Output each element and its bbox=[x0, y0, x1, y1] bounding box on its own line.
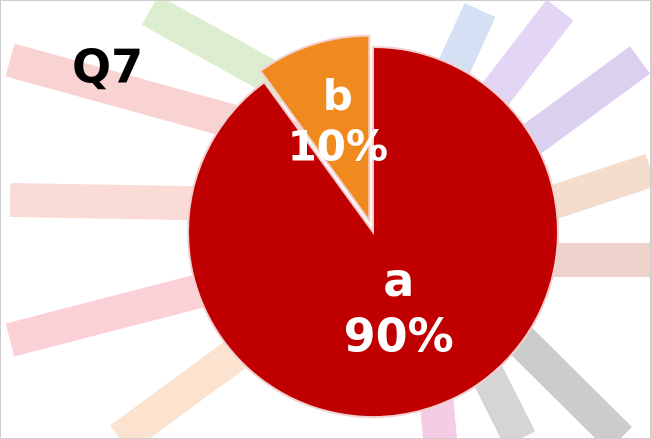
slice-category: a bbox=[383, 253, 414, 307]
pie-slice bbox=[187, 45, 559, 418]
chart-title: Q7 bbox=[72, 40, 143, 94]
slice-category: b bbox=[323, 71, 353, 120]
pie-slice bbox=[259, 34, 371, 224]
slice-value-label: 10% bbox=[288, 122, 389, 171]
slice-value-label: 90% bbox=[344, 308, 454, 362]
